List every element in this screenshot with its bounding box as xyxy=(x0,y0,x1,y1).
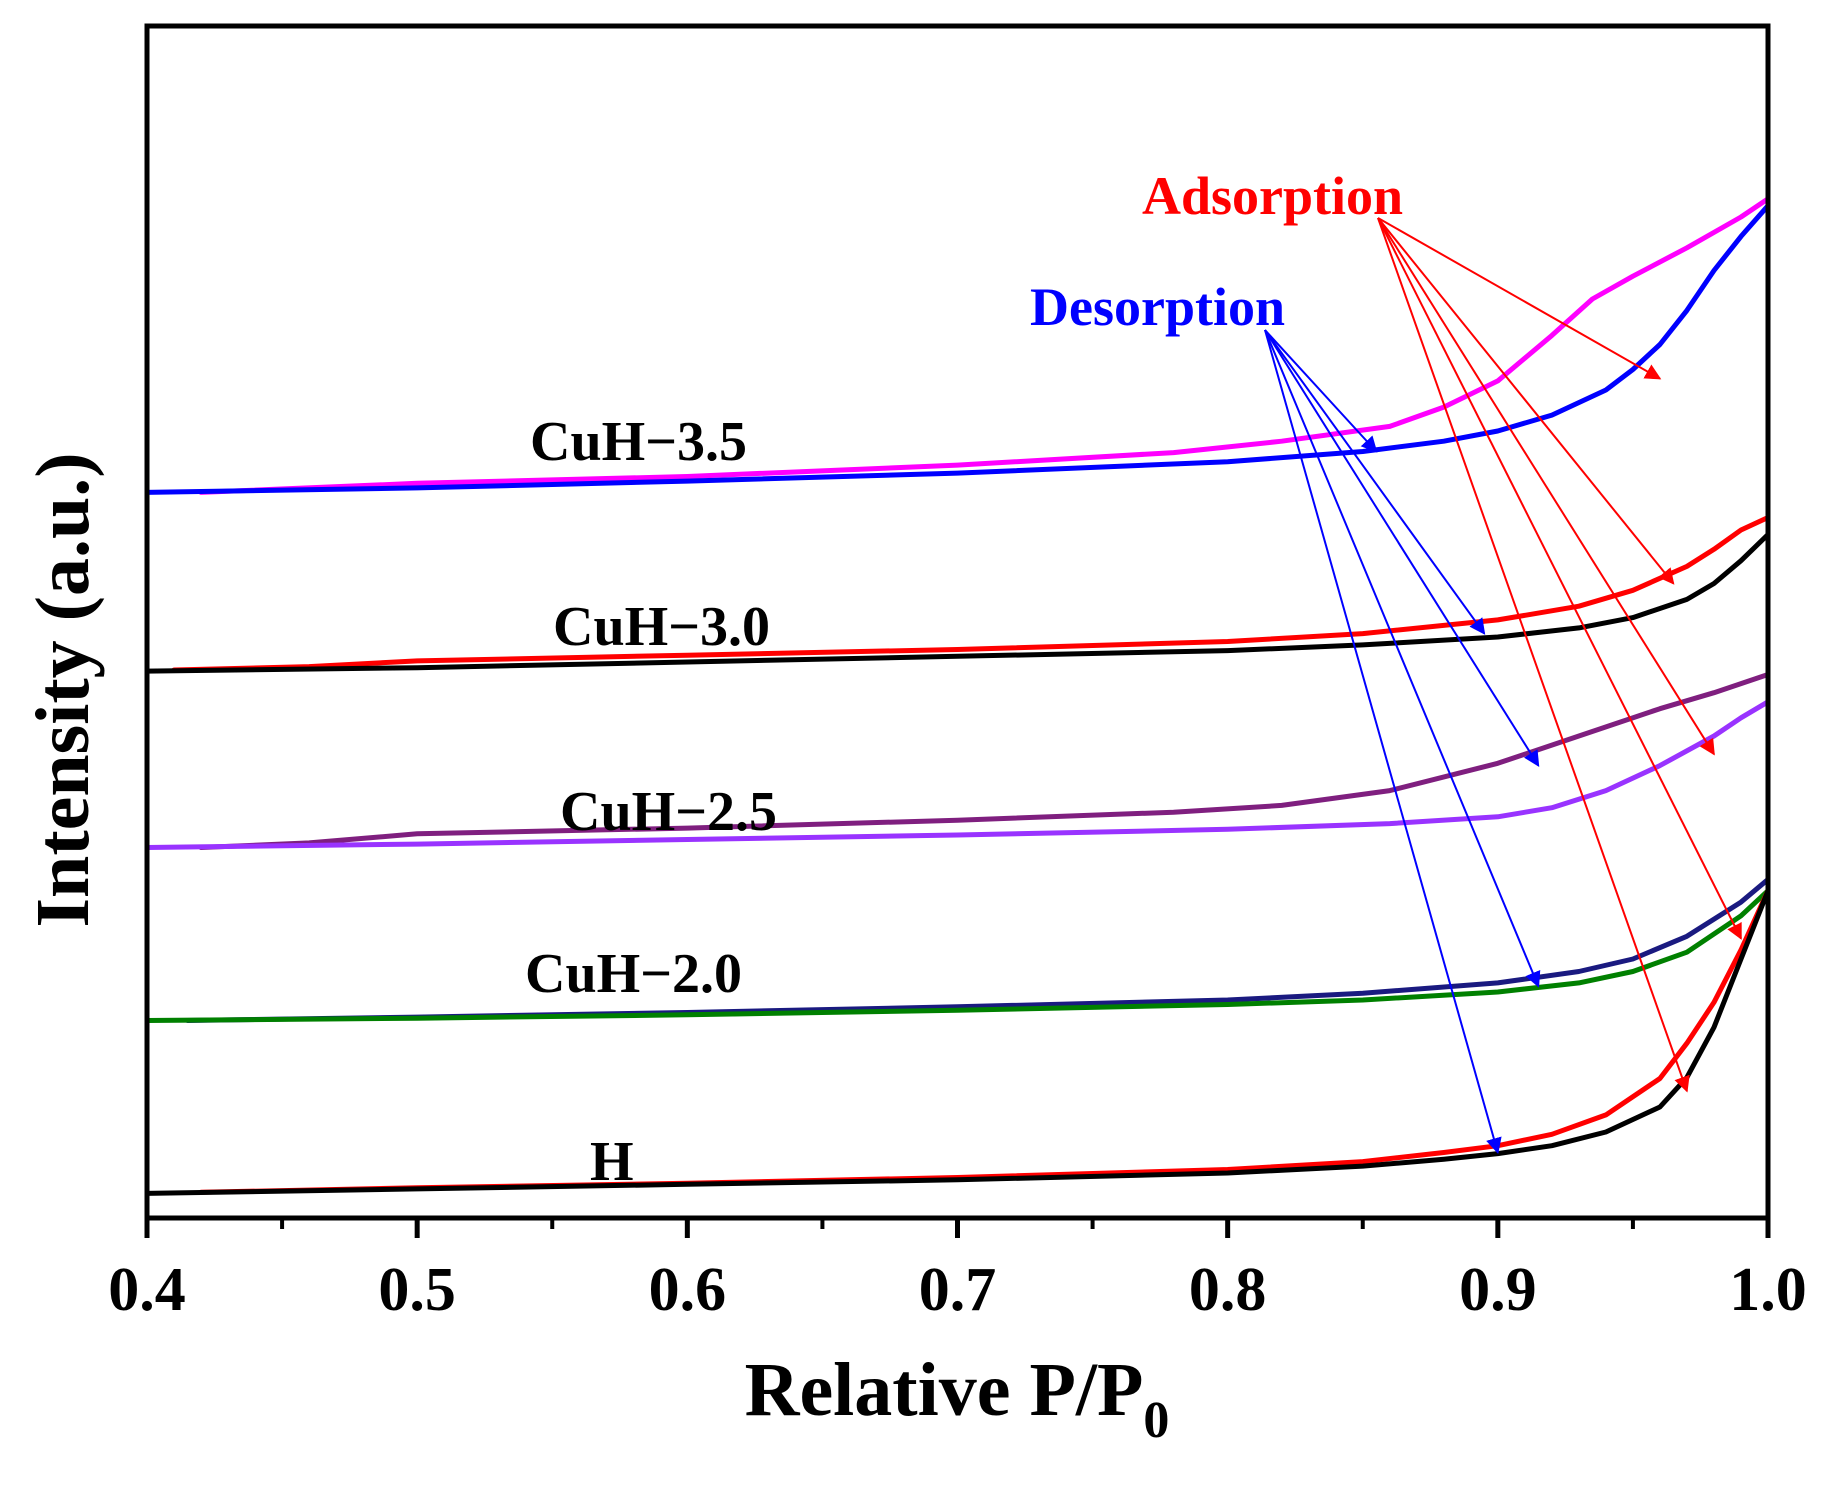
series-cuh-3-0-adsorption xyxy=(171,515,1771,673)
x-axis-ticks: 0.4 0.5 0.6 0.7 0.8 0.9 1.0 xyxy=(108,1218,1807,1324)
series-cuh-2-0-desorption xyxy=(144,888,1771,1023)
series-label-h: H xyxy=(590,1131,634,1193)
desorption-arrow-0 xyxy=(1264,329,1378,453)
series-cuh-2-0-adsorption xyxy=(185,876,1771,1023)
annotation-arrows xyxy=(1264,217,1742,1155)
series-label-cuh-3-0: CuH−3.0 xyxy=(553,596,770,658)
x-axis-title-subscript: 0 xyxy=(1143,1392,1169,1449)
x-tick-label: 0.7 xyxy=(919,1256,997,1324)
adsorption-arrow-3 xyxy=(1377,217,1742,940)
annotation-desorption: Desorption xyxy=(1030,277,1285,337)
x-tick-label: 0.8 xyxy=(1189,1256,1267,1324)
adsorption-arrow-4 xyxy=(1377,217,1690,1093)
x-tick-label: 0.9 xyxy=(1459,1256,1537,1324)
series-h-desorption xyxy=(144,888,1771,1196)
series-cuh-3-5-desorption xyxy=(144,203,1771,495)
adsorption-arrow-1 xyxy=(1377,217,1675,585)
x-tick-label: 1.0 xyxy=(1729,1256,1807,1324)
series-cuh-2-5-adsorption xyxy=(198,672,1771,850)
series-cuh-3-5-adsorption xyxy=(198,196,1771,495)
series-layer xyxy=(144,196,1771,1196)
desorption-arrow-3 xyxy=(1264,329,1541,988)
x-axis-title: Relative P/P0 xyxy=(745,1348,1170,1449)
annotation-adsorption: Adsorption xyxy=(1142,166,1403,226)
desorption-arrow-2 xyxy=(1264,329,1540,767)
desorption-arrow-4 xyxy=(1264,329,1502,1155)
adsorption-arrow-0 xyxy=(1377,217,1662,380)
plot-frame xyxy=(144,23,1771,1221)
series-cuh-3-0-desorption xyxy=(144,532,1771,674)
series-cuh-2-5-desorption xyxy=(144,699,1771,850)
y-axis-title: Intensity (a.u.) xyxy=(21,452,105,927)
x-tick-label: 0.6 xyxy=(649,1256,727,1324)
series-label-cuh-3-5: CuH−3.5 xyxy=(530,411,747,473)
series-label-cuh-2-0: CuH−2.0 xyxy=(525,943,742,1005)
desorption-arrow-1 xyxy=(1264,329,1486,635)
x-tick-label: 0.4 xyxy=(108,1256,186,1324)
series-label-cuh-2-5: CuH−2.5 xyxy=(560,781,777,843)
x-tick-label: 0.5 xyxy=(378,1256,456,1324)
adsorption-arrow-2 xyxy=(1377,217,1715,756)
